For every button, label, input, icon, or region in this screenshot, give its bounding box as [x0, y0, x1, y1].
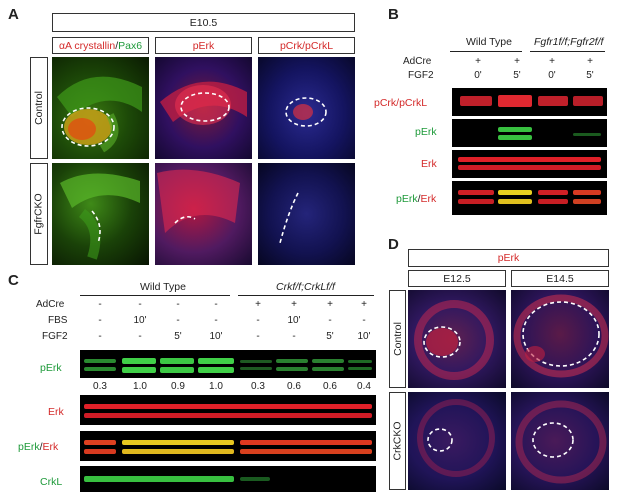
panel-a-row-label-ko: FgfrCKO [30, 163, 48, 265]
panel-b-label: B [388, 6, 399, 23]
panel-b-fgf2-label: FGF2 [408, 70, 434, 81]
panel-b-fgf2-value: 0' [474, 70, 482, 81]
panel-c-quant-value: 0.6 [323, 381, 337, 392]
panel-b-blot-perk [452, 119, 607, 147]
panel-c-adcre-label: AdCre [36, 299, 65, 310]
panel-c-adcre-value: - [98, 299, 102, 310]
panel-c-fgf2-label: FGF2 [42, 331, 68, 342]
pax6-label: Pax6 [118, 39, 143, 52]
panel-d-stage-1: E12.5 [408, 270, 506, 287]
panel-d-marker-header: pErk [408, 249, 609, 267]
panel-c-fbs-label: FBS [48, 315, 68, 326]
panel-a-label: A [8, 6, 19, 23]
panel-c-fbs-value: - [256, 315, 260, 326]
micrograph-a-ko-perk [155, 163, 252, 265]
panel-b-blot-erk [452, 150, 607, 178]
panel-c-quant-value: 1.0 [133, 381, 147, 392]
panel-b-blot-label-pcrk: pCrk/pCrkL [374, 97, 428, 109]
panel-c-fbs-value: - [176, 315, 180, 326]
panel-c-fbs-value: 10' [133, 315, 147, 326]
micrograph-d-ko-e14 [511, 392, 609, 490]
panel-c-fgf2-value: 10' [357, 331, 371, 342]
panel-c-blot-crkl [80, 466, 376, 492]
panel-c-fgf2-value: - [256, 331, 260, 342]
micrograph-d-control-e12 [408, 290, 506, 388]
panel-c-quant-value: 0.3 [251, 381, 265, 392]
panel-c-fgf2-value: 10' [209, 331, 223, 342]
panel-c-fbs-value: - [328, 315, 332, 326]
micrograph-a-control-crystallin [52, 57, 149, 159]
panel-a-row-label-control: Control [30, 57, 48, 159]
panel-d-label: D [388, 236, 399, 253]
panel-c-adcre-value: - [138, 299, 142, 310]
panel-b-adcre-value: + [514, 56, 520, 67]
panel-c-quant-value: 1.0 [209, 381, 223, 392]
panel-c-genotype-mut: Crkf/f;CrkLf/f [276, 281, 335, 293]
panel-c-fgf2-value: - [98, 331, 102, 342]
micrograph-d-ko-e12 [408, 392, 506, 490]
panel-a-col-header-3: pCrk/pCrkL [258, 37, 355, 54]
panel-c-fgf2-value: 5' [174, 331, 182, 342]
panel-b-adcre-value: + [475, 56, 481, 67]
panel-c-blot-merge [80, 431, 376, 461]
panel-a-col-header-2: pErk [155, 37, 252, 54]
panel-a-col-header-1: αA crystallin / Pax6 [52, 37, 149, 54]
panel-b-blot-label-perk: pErk [415, 126, 437, 138]
panel-c-quant-value: 0.6 [287, 381, 301, 392]
micrograph-a-control-perk [155, 57, 252, 159]
panel-c-quant-value: 0.9 [171, 381, 185, 392]
panel-c-adcre-value: + [361, 299, 367, 310]
panel-c-fbs-value: 10' [287, 315, 301, 326]
panel-b-blot-label-erk: Erk [421, 158, 437, 170]
panel-c-blot-perk [80, 350, 376, 378]
panel-c-fbs-value: - [214, 315, 218, 326]
panel-c-fgf2-value: - [138, 331, 142, 342]
panel-b-adcre-label: AdCre [403, 56, 432, 67]
panel-d-row-label-ko: CrkCKO [389, 392, 406, 490]
panel-c-blot-label-erk: Erk [48, 406, 64, 418]
micrograph-a-control-pcrk [258, 57, 355, 159]
panel-b-adcre-value: + [587, 56, 593, 67]
panel-c-blot-erk [80, 395, 376, 425]
panel-d-row-label-control: Control [389, 290, 406, 388]
panel-c-quant-value: 0.3 [93, 381, 107, 392]
panel-c-label: C [8, 272, 19, 289]
panel-c-blot-label-merge: pErk/Erk [18, 441, 59, 453]
panel-b-blot-pcrk [452, 88, 607, 116]
panel-c-genotype-wt: Wild Type [140, 281, 186, 293]
panel-b-adcre-value: + [549, 56, 555, 67]
micrograph-d-control-e14 [511, 290, 609, 388]
panel-c-fgf2-value: 5' [326, 331, 334, 342]
panel-b-blot-merge [452, 181, 607, 215]
panel-b-genotype-mut: Fgfr1f/f;Fgfr2f/f [534, 36, 604, 48]
panel-b-fgf2-value: 5' [586, 70, 594, 81]
panel-a-stage-header: E10.5 [52, 13, 355, 32]
panel-b-fgf2-value: 5' [513, 70, 521, 81]
separator: / [115, 39, 119, 52]
panel-b-blot-label-merge: pErk/Erk [396, 193, 437, 205]
panel-c-blot-label-perk: pErk [40, 362, 62, 374]
panel-c-blot-label-crkl: CrkL [40, 476, 63, 488]
panel-c-fbs-value: - [362, 315, 366, 326]
panel-c-quant-value: 0.4 [357, 381, 371, 392]
panel-c-adcre-value: - [176, 299, 180, 310]
panel-b-genotype-wt: Wild Type [466, 36, 512, 48]
panel-b-fgf2-value: 0' [548, 70, 556, 81]
panel-c-adcre-value: + [255, 299, 261, 310]
panel-c-adcre-value: - [214, 299, 218, 310]
alpha-crystallin-label: αA crystallin [58, 39, 116, 52]
micrograph-a-ko-crystallin [52, 163, 149, 265]
panel-d-stage-2: E14.5 [511, 270, 609, 287]
panel-c-adcre-value: + [291, 299, 297, 310]
micrograph-a-ko-pcrk [258, 163, 355, 265]
panel-c-adcre-value: + [327, 299, 333, 310]
panel-c-fgf2-value: - [292, 331, 296, 342]
panel-c-fbs-value: - [98, 315, 102, 326]
